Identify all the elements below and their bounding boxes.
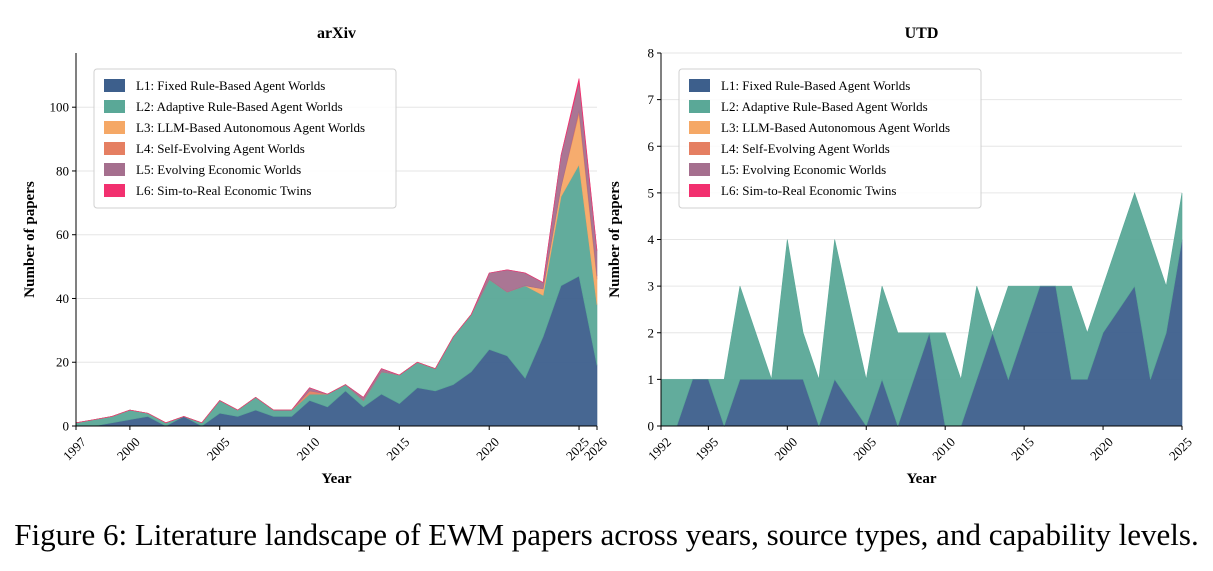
area-l6 <box>75 78 598 424</box>
x-axis-label: Year <box>322 471 352 487</box>
legend-label: L4: Self-Evolving Agent Worlds <box>136 141 305 156</box>
legend-label: L4: Self-Evolving Agent Worlds <box>721 141 890 156</box>
legend-swatch <box>104 163 125 176</box>
legend-label: L1: Fixed Rule-Based Agent Worlds <box>721 78 910 93</box>
x-tick-label: 2020 <box>1087 434 1116 463</box>
legend-label: L3: LLM-Based Autonomous Agent Worlds <box>136 120 365 135</box>
legend-label: L5: Evolving Economic Worlds <box>721 162 886 177</box>
legend: L1: Fixed Rule-Based Agent Worlds L2: Ada… <box>678 68 982 209</box>
y-tick-label: 40 <box>56 291 69 306</box>
y-tick-label: 60 <box>56 227 69 242</box>
x-tick-label: 1995 <box>692 434 721 463</box>
x-tick-label: 2015 <box>1008 434 1037 463</box>
x-tick-label: 2000 <box>114 434 143 463</box>
legend-swatch <box>689 100 710 113</box>
legend-swatch <box>689 142 710 155</box>
y-tick-label: 0 <box>63 419 70 434</box>
chart-utd: 0 1 2 3 4 5 6 7 8 1992 1995 2000 2005 2010 2015 2020 202… <box>607 25 1195 487</box>
y-tick-label: 2 <box>648 325 655 340</box>
legend-swatch <box>689 184 710 197</box>
legend-swatch <box>104 79 125 92</box>
y-axis-label: Number of papers <box>22 181 38 298</box>
x-tick-label: 2005 <box>850 434 879 463</box>
y-tick-label: 80 <box>56 163 69 178</box>
legend-label: L1: Fixed Rule-Based Agent Worlds <box>136 78 325 93</box>
y-tick-label: 7 <box>648 92 655 107</box>
x-tick-label: 2010 <box>293 434 322 463</box>
legend-label: L6: Sim-to-Real Economic Twins <box>721 183 896 198</box>
x-tick-label: 2010 <box>929 434 958 463</box>
y-tick-label: 4 <box>648 232 655 247</box>
y-tick-label: 3 <box>648 279 655 294</box>
legend-swatch <box>689 79 710 92</box>
area-l2 <box>660 191 1183 427</box>
legend-swatch <box>104 184 125 197</box>
legend-label: L2: Adaptive Rule-Based Agent Worlds <box>136 99 343 114</box>
x-tick-label: 2005 <box>204 434 233 463</box>
legend-swatch <box>689 163 710 176</box>
legend-label: L5: Evolving Economic Worlds <box>136 162 301 177</box>
legend-label: L6: Sim-to-Real Economic Twins <box>136 183 311 198</box>
legend-box <box>678 68 982 209</box>
figure-caption: Figure 6: Literature landscape of EWM pa… <box>14 517 1199 552</box>
legend-swatch <box>689 121 710 134</box>
y-tick-label: 5 <box>648 185 655 200</box>
y-tick-label: 1 <box>648 372 655 387</box>
legend-swatch <box>104 100 125 113</box>
y-tick-label: 100 <box>50 100 70 115</box>
legend: L1: Fixed Rule-Based Agent Worlds L2: Ada… <box>93 68 397 209</box>
x-tick-label: 2020 <box>473 434 502 463</box>
legend-swatch <box>104 121 125 134</box>
chart-title: UTD <box>905 25 939 42</box>
x-tick-label: 2015 <box>383 434 412 463</box>
chart-title: arXiv <box>317 25 356 42</box>
y-tick-label: 8 <box>648 46 655 61</box>
y-tick-label: 0 <box>648 419 655 434</box>
legend-swatch <box>104 142 125 155</box>
x-tick-label: 1997 <box>60 434 89 463</box>
x-tick-label: 2025 <box>1166 434 1195 463</box>
y-tick-label: 6 <box>648 139 655 154</box>
x-axis-label: Year <box>907 471 937 487</box>
legend-box <box>93 68 397 209</box>
x-tick-label: 1992 <box>645 434 674 463</box>
x-tick-label: 2000 <box>771 434 800 463</box>
y-tick-label: 20 <box>56 355 69 370</box>
legend-label: L2: Adaptive Rule-Based Agent Worlds <box>721 99 928 114</box>
legend-label: L3: LLM-Based Autonomous Agent Worlds <box>721 120 950 135</box>
y-axis-label: Number of papers <box>607 181 623 298</box>
